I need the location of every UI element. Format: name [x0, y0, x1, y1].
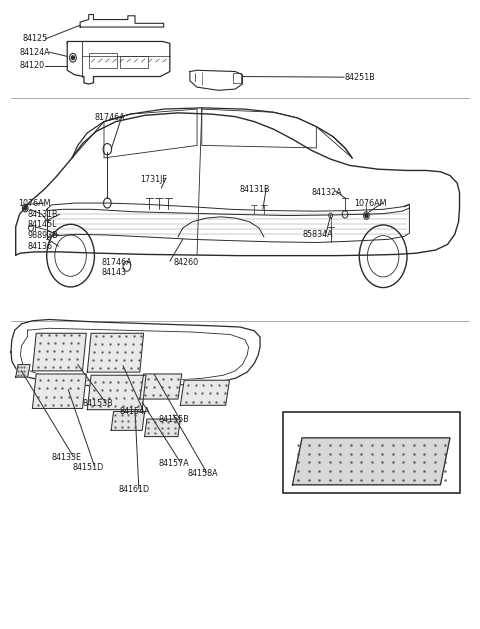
- Text: 84251B: 84251B: [345, 74, 376, 82]
- Polygon shape: [292, 438, 450, 485]
- Polygon shape: [144, 419, 180, 437]
- Text: 84132A: 84132A: [312, 188, 342, 197]
- Text: 84120: 84120: [20, 62, 45, 70]
- Circle shape: [24, 206, 27, 210]
- Polygon shape: [16, 365, 30, 377]
- Polygon shape: [140, 374, 182, 399]
- Text: 84145L: 84145L: [28, 220, 57, 230]
- Circle shape: [365, 214, 368, 218]
- Bar: [233, 74, 241, 83]
- Text: 84158A: 84158A: [188, 469, 218, 478]
- Bar: [283, 411, 459, 493]
- Text: 84161D: 84161D: [118, 486, 149, 494]
- Text: 84155B: 84155B: [159, 415, 190, 424]
- Polygon shape: [87, 376, 146, 409]
- Text: 84136: 84136: [28, 242, 53, 251]
- Text: 98893B: 98893B: [28, 231, 59, 240]
- Text: 84125: 84125: [23, 35, 48, 43]
- Text: 84124A: 84124A: [20, 48, 50, 57]
- Text: 81746A: 81746A: [95, 113, 125, 122]
- Text: 500 × 500 × 1,6: 500 × 500 × 1,6: [338, 477, 404, 486]
- Text: 84260: 84260: [173, 258, 198, 267]
- Text: 85834A: 85834A: [302, 230, 333, 240]
- Polygon shape: [33, 374, 86, 408]
- Text: 84131B: 84131B: [28, 210, 58, 219]
- Circle shape: [72, 56, 74, 60]
- Text: 84154A: 84154A: [120, 407, 150, 416]
- Text: 84153B: 84153B: [83, 399, 113, 408]
- Polygon shape: [33, 333, 86, 371]
- Text: 84151—33A00: 84151—33A00: [297, 435, 370, 444]
- Text: 1731JF: 1731JF: [140, 175, 167, 184]
- Text: 84157A: 84157A: [159, 459, 190, 468]
- Bar: [89, 53, 117, 69]
- Text: 1076AM: 1076AM: [18, 199, 50, 208]
- Text: 81746A: 81746A: [102, 258, 132, 267]
- Polygon shape: [111, 411, 144, 430]
- Text: 84133E: 84133E: [51, 453, 82, 462]
- Polygon shape: [180, 381, 229, 405]
- Text: 84151D: 84151D: [73, 464, 104, 472]
- Polygon shape: [87, 333, 144, 372]
- Text: 1076AM: 1076AM: [355, 199, 387, 208]
- Text: 84131B: 84131B: [240, 185, 271, 194]
- Text: 84143: 84143: [102, 268, 127, 277]
- Bar: [120, 56, 148, 69]
